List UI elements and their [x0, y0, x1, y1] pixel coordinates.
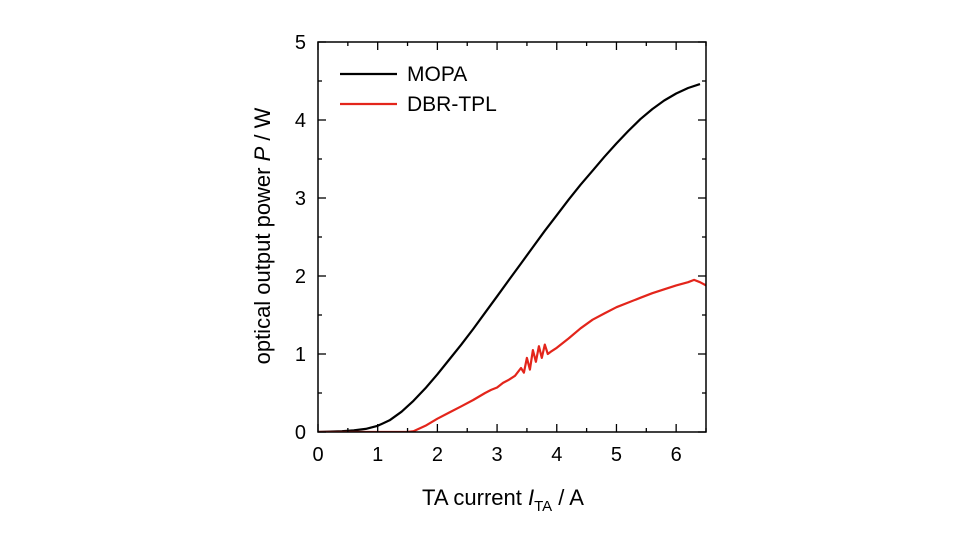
y-axis-title: optical output power P / W — [250, 107, 275, 364]
y-tick-label: 5 — [295, 32, 306, 54]
x-axis-title: TA current ITA / A — [422, 485, 584, 515]
x-axis-title-symbol: I — [528, 485, 534, 510]
y-tick-label: 4 — [295, 110, 306, 132]
legend: MOPA DBR-TPL — [340, 63, 497, 116]
tick-labels-group: 0 1 2 3 4 5 6 0 1 2 3 4 5 — [295, 32, 682, 466]
y-axis-title-main: optical output power — [250, 161, 275, 364]
x-tick-label: 3 — [492, 444, 503, 466]
series-line-mopa — [318, 83, 701, 432]
legend-label-dbr-tpl: DBR-TPL — [407, 93, 497, 116]
y-tick-label: 0 — [295, 422, 306, 444]
y-tick-label: 1 — [295, 344, 306, 366]
y-tick-label: 3 — [295, 188, 306, 210]
y-tick-label: 2 — [295, 266, 306, 288]
y-axis-title-symbol: P — [250, 146, 275, 161]
x-axis-title-main: TA current — [422, 485, 528, 510]
x-tick-label: 5 — [611, 444, 622, 466]
series-group — [318, 83, 706, 432]
x-axis-title-subscript: TA — [534, 498, 552, 515]
plot-frame — [317, 41, 707, 433]
legend-label-mopa: MOPA — [407, 63, 467, 86]
x-tick-label: 6 — [671, 444, 682, 466]
plot-frame-group — [317, 41, 707, 433]
x-tick-label: 1 — [372, 444, 383, 466]
y-axis-title-unit: / W — [250, 107, 275, 146]
x-tick-label: 2 — [432, 444, 443, 466]
ticks-group — [317, 41, 707, 433]
x-tick-label: 4 — [551, 444, 562, 466]
series-line-dbr-tpl — [318, 278, 706, 432]
x-tick-label: 0 — [312, 444, 323, 466]
x-axis-title-unit: / A — [552, 485, 584, 510]
axis-titles-group: TA current ITA / A optical output power … — [250, 107, 584, 515]
